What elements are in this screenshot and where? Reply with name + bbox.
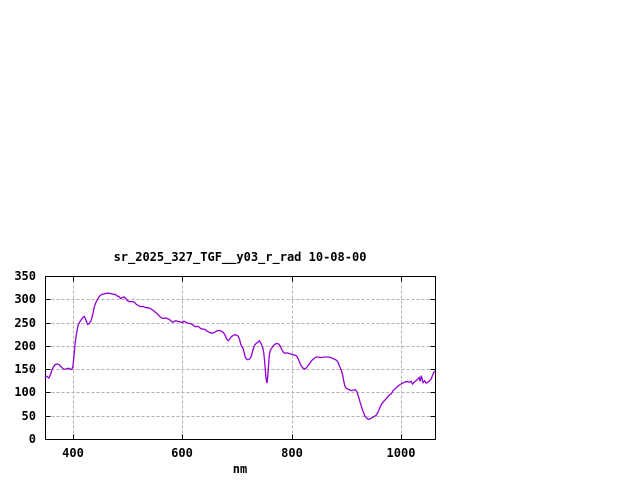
x-axis-label: nm (232, 462, 248, 476)
x-tick-label: 800 (281, 446, 303, 460)
y-tick-label: 50 (21, 409, 36, 423)
chart-title: sr_2025_327_TGF__y03_r_rad 10-08-00 (113, 250, 367, 264)
plot-border (45, 276, 436, 440)
x-tick-label: 600 (171, 446, 193, 460)
y-tick-label: 250 (14, 316, 36, 330)
y-tick-label: 300 (14, 292, 36, 306)
y-tick-label: 100 (14, 385, 36, 399)
y-tick-label: 0 (28, 432, 36, 446)
x-tick-label: 1000 (386, 446, 416, 460)
x-tick-label: 400 (62, 446, 84, 460)
y-tick-label: 150 (14, 362, 36, 376)
y-tick-label: 200 (14, 339, 36, 353)
y-tick-label: 350 (14, 269, 36, 283)
spectrum-curve (44, 292, 436, 421)
